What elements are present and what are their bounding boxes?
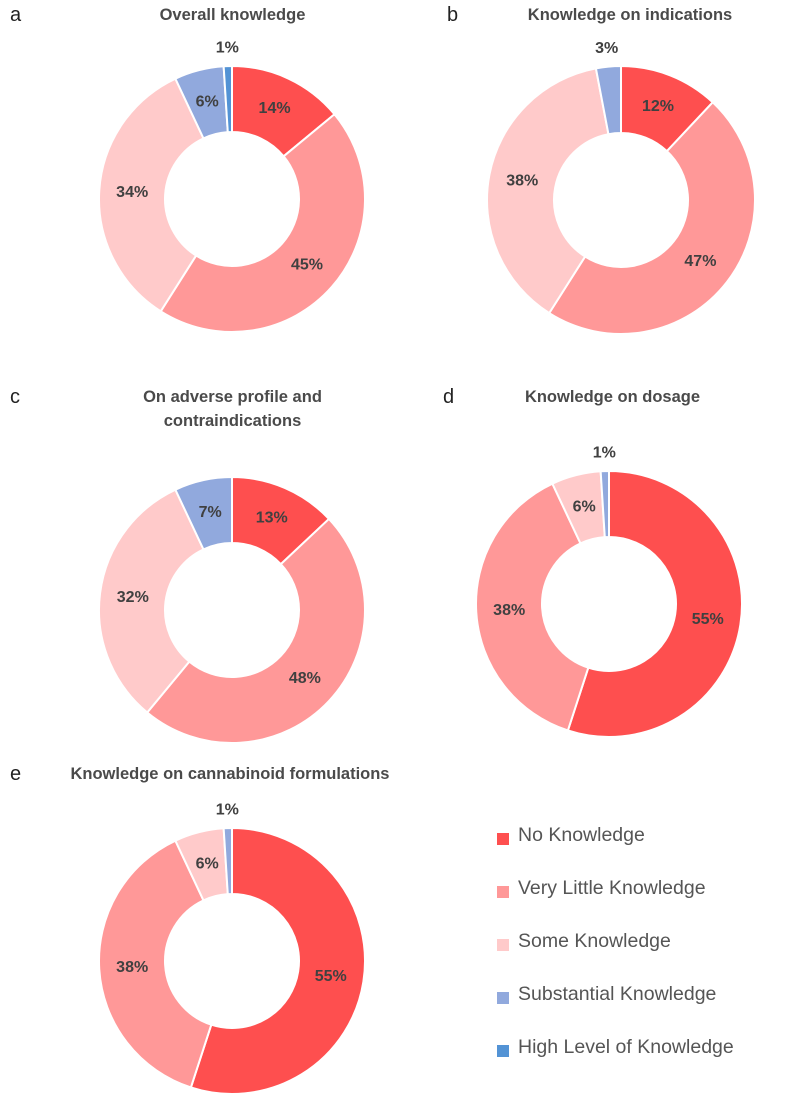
legend-label: Some Knowledge (518, 930, 671, 952)
donut-slice-some-knowledge (98, 77, 205, 313)
donut-label-no-knowledge: 55% (692, 611, 724, 628)
donut-slice-no-knowledge (566, 469, 743, 738)
chart-title-d: Knowledge on dosage (524, 388, 701, 406)
legend-label: Very Little Knowledge (518, 877, 706, 899)
donut-slice-very-little-knowledge (547, 100, 756, 335)
donut-slice-very-little-knowledge (145, 517, 366, 744)
donut-label-substantial-knowledge: 1% (593, 445, 616, 462)
donut-slice-some-knowledge (486, 67, 610, 315)
donut-slice-high-level-of-knowledge (222, 64, 233, 134)
legend-swatch (497, 939, 509, 951)
donut-label-substantial-knowledge: 7% (199, 504, 222, 521)
donut-label-substantial-knowledge: 3% (595, 40, 618, 57)
chart-title-c-line2: contraindications (163, 412, 302, 430)
chart-title-c: On adverse profile and contraindications (100, 385, 365, 433)
legend-label: No Knowledge (518, 824, 645, 846)
chart-title-e: Knowledge on cannabinoid formulations (70, 765, 390, 783)
panel-letter-d: d (443, 386, 455, 408)
donut-slice-substantial-knowledge (222, 826, 233, 896)
donut-label-substantial-knowledge: 6% (196, 94, 219, 111)
legend-swatch (497, 992, 509, 1004)
donut-label-some-knowledge: 6% (573, 499, 596, 516)
panel-letter-c: c (10, 386, 20, 408)
donut-label-very-little-knowledge: 45% (291, 257, 323, 274)
donut-label-very-little-knowledge: 48% (289, 670, 321, 687)
donut-slice-no-knowledge (189, 826, 366, 1095)
panel-letter-e: e (10, 763, 22, 785)
donut-slice-very-little-knowledge (159, 112, 366, 333)
donut-label-very-little-knowledge: 38% (493, 602, 525, 619)
donut-label-very-little-knowledge: 47% (684, 253, 716, 270)
donut-label-some-knowledge: 6% (196, 856, 219, 873)
donut-label-no-knowledge: 12% (642, 98, 674, 115)
donut-label-no-knowledge: 13% (256, 510, 288, 527)
legend-swatch (497, 1045, 509, 1057)
chart-title-a: Overall knowledge (159, 6, 306, 24)
donut-slice-substantial-knowledge (174, 475, 233, 551)
donut-label-no-knowledge: 14% (259, 100, 291, 117)
donut-label-some-knowledge: 32% (117, 589, 149, 606)
donut-label-substantial-knowledge: 1% (216, 802, 239, 819)
legend-swatch (497, 833, 509, 845)
chart-title-b: Knowledge on indications (527, 6, 733, 24)
panel-letter-b: b (447, 4, 459, 26)
chart-title-c-line1: On adverse profile and (143, 388, 322, 406)
donut-label-high-level-of-knowledge: 1% (216, 40, 239, 57)
legend-label: Substantial Knowledge (518, 983, 717, 1005)
donut-slice-some-knowledge (98, 488, 205, 714)
donut-label-some-knowledge: 34% (116, 184, 148, 201)
donut-label-no-knowledge: 55% (315, 968, 347, 985)
panel-letter-a: a (10, 4, 22, 26)
donut-slice-very-little-knowledge (475, 482, 590, 732)
donut-slice-substantial-knowledge (599, 469, 610, 539)
donut-slice-very-little-knowledge (98, 839, 213, 1089)
donut-label-very-little-knowledge: 38% (116, 959, 148, 976)
legend-swatch (497, 886, 509, 898)
donut-slice-substantial-knowledge (594, 64, 622, 136)
legend-label: High Level of Knowledge (518, 1036, 734, 1058)
donut-label-some-knowledge: 38% (506, 173, 538, 190)
